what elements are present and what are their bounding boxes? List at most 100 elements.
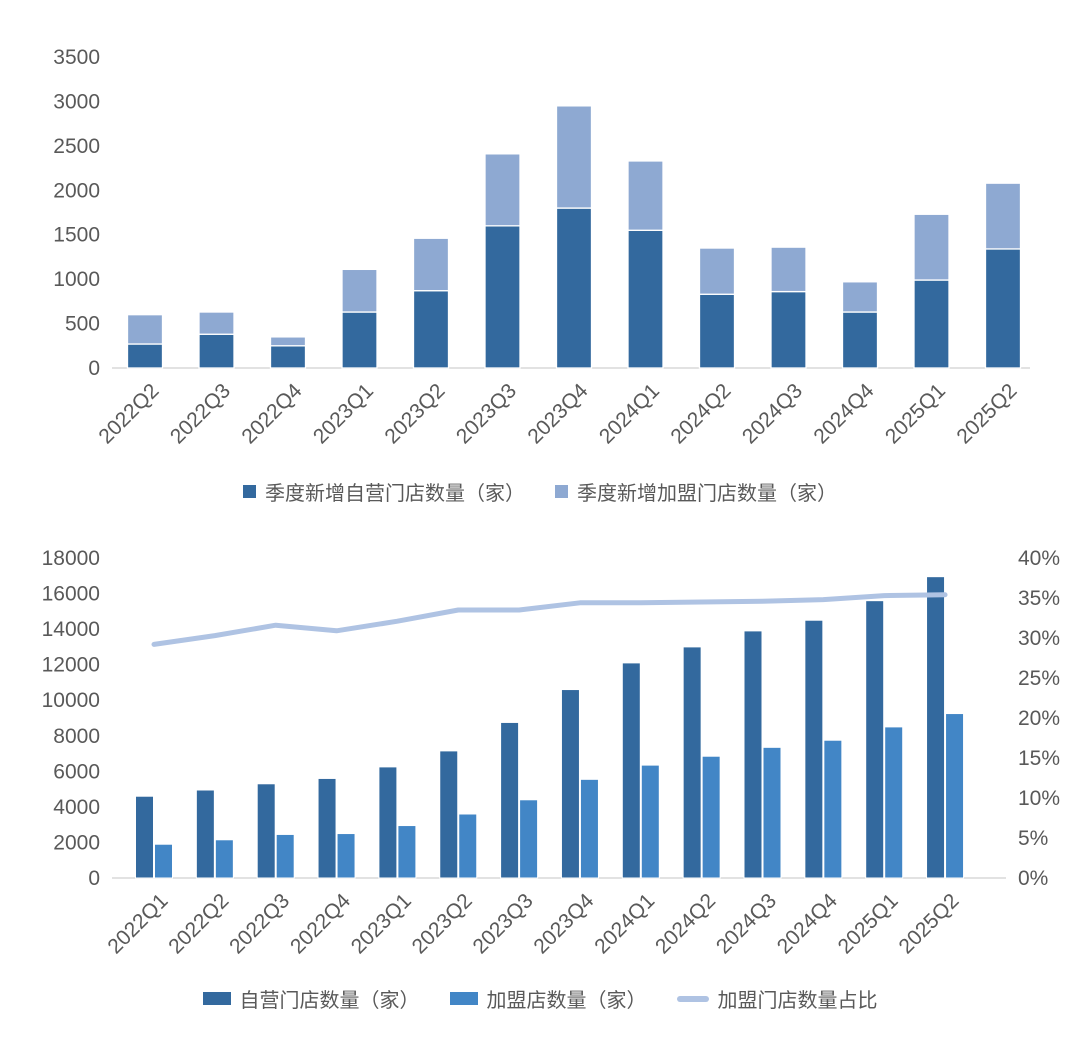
stacked-bar-franchise-segment [984,182,1022,250]
x-tick-label: 2022Q2 [94,379,163,448]
y-tick-label: 2500 [53,135,100,158]
grouped-bar-self-operated [926,576,946,879]
x-tick-label: 2022Q4 [237,379,306,448]
grouped-bar-franchise [579,778,599,879]
y-tick-label: 1000 [53,268,100,291]
x-tick-label: 2022Q3 [225,889,294,958]
grouped-bar-franchise [275,833,295,879]
x-tick-label: 2023Q4 [523,379,592,448]
quarterly-net-new-stores-stacked-chart: 0 500 1000 1500 2000 2500 3000 3500 2022Q2 2022Q3… [53,46,1030,448]
stacked-bar-franchise-segment [627,160,664,231]
y2-tick-label: 35% [1018,587,1060,610]
stacked-bar-self-operated-segment [841,311,879,369]
grouped-bar-franchise [823,739,843,879]
x-tick-label: 2024Q2 [666,379,735,448]
stacked-bar-self-operated-segment [269,345,307,369]
y-tick-label: 2000 [53,831,100,854]
stacked-bar-franchise-segment [198,311,235,335]
grouped-bar-self-operated [378,766,398,879]
grouped-bar-franchise [945,713,965,879]
stacked-bar-self-operated-segment [913,279,950,369]
legend-item: 季度新增加盟门店数量（家） [555,477,837,506]
legend-label: 加盟门店数量占比 [717,990,878,1012]
x-tick-label: 2024Q4 [809,379,878,448]
grouped-bar-self-operated [621,662,641,879]
stacked-bar-franchise-segment [913,213,950,281]
stacked-bar-self-operated-segment [984,248,1022,369]
x-tick-label: 2022Q2 [164,889,233,958]
legend-swatch-self-operated-total [202,992,231,1005]
x-tick-label: 2024Q3 [738,379,807,448]
x-tick-label: 2024Q4 [773,889,842,958]
x-tick-label: 2025Q2 [894,889,963,958]
grouped-bar-self-operated [865,600,885,879]
grouped-bar-self-operated [560,689,580,879]
franchise-ratio-line [151,592,948,647]
x-tick-label: 2024Q1 [590,889,659,958]
y-tick-label: 2000 [53,179,100,202]
grouped-bar-self-operated [804,619,824,879]
stacked-bar-franchise-segment [770,246,807,293]
legend-swatch-franchise-total [449,992,478,1005]
stacked-bar-franchise-segment [269,336,307,347]
legend-label: 季度新增自营门店数量（家） [265,483,525,505]
stacked-bar-self-operated-segment [484,225,521,369]
y-tick-label: 12000 [42,654,100,677]
total-stores-combo-chart: 0 2000 4000 6000 8000 10000 12000 14000 16000 180… [42,547,1060,958]
y-tick-label: 6000 [53,760,100,783]
grouped-bar-self-operated [317,777,337,879]
x-tick-label: 2023Q2 [380,379,449,448]
grouped-bar-self-operated [135,795,154,879]
y-tick-label: 18000 [42,547,100,570]
x-tick-label: 2025Q1 [881,379,950,448]
y2-tick-label: 40% [1018,547,1060,570]
y-tick-label: 1500 [53,224,100,247]
y-tick-label: 16000 [42,583,100,606]
grouped-bar-franchise [458,813,478,879]
grouped-bar-self-operated [439,750,459,879]
x-tick-label: 2023Q2 [408,889,477,958]
x-tick-label: 2022Q4 [286,889,355,958]
stacked-bar-self-operated-segment [555,207,593,369]
stacked-bar-franchise-segment [126,314,164,345]
x-tick-label: 2022Q1 [103,889,172,958]
x-tick-label: 2023Q4 [529,889,598,958]
grouped-bar-franchise [701,755,721,879]
x-tick-label: 2024Q2 [651,889,720,958]
y2-tick-label: 30% [1018,627,1060,650]
grouped-bar-self-operated [195,789,215,879]
grouped-bar-franchise [336,833,356,879]
y2-tick-label: 25% [1018,667,1060,690]
stacked-bar-self-operated-segment [341,311,378,369]
y2-tick-label: 5% [1018,827,1048,850]
y-tick-label: 0 [88,867,100,890]
stacked-bar-franchise-segment [698,247,736,295]
stacked-bar-franchise-segment [412,237,450,292]
bottom-chart-legend: 自营门店数量（家） 加盟店数量（家） 加盟门店数量占比 [0,984,1080,1013]
grouped-bar-self-operated [256,783,276,879]
x-tick-label: 2023Q1 [347,889,416,958]
stacked-bar-self-operated-segment [198,333,235,369]
x-tick-label: 2024Q1 [595,379,664,448]
y-tick-label: 10000 [42,689,100,712]
legend-swatch-ratio-line [676,995,709,1002]
y2-tick-label: 15% [1018,747,1060,770]
stacked-bar-franchise-segment [484,153,521,227]
legend-item: 加盟店数量（家） [449,984,647,1013]
stacked-bar-franchise-segment [841,281,879,313]
y-tick-label: 4000 [53,796,100,819]
y2-tick-label: 10% [1018,787,1060,810]
stacked-bar-self-operated-segment [126,343,164,369]
grouped-bar-franchise [884,726,904,879]
legend-label: 季度新增加盟门店数量（家） [577,483,837,505]
x-tick-label: 2023Q1 [309,379,378,448]
y2-tick-label: 20% [1018,707,1060,730]
y-tick-label: 3000 [53,90,100,113]
y-tick-label: 500 [65,313,100,336]
stacked-bar-self-operated-segment [627,229,664,369]
grouped-bar-franchise [762,746,782,879]
legend-item: 自营门店数量（家） [202,984,420,1013]
stacked-bar-self-operated-segment [770,290,807,369]
grouped-bar-franchise [214,839,234,879]
